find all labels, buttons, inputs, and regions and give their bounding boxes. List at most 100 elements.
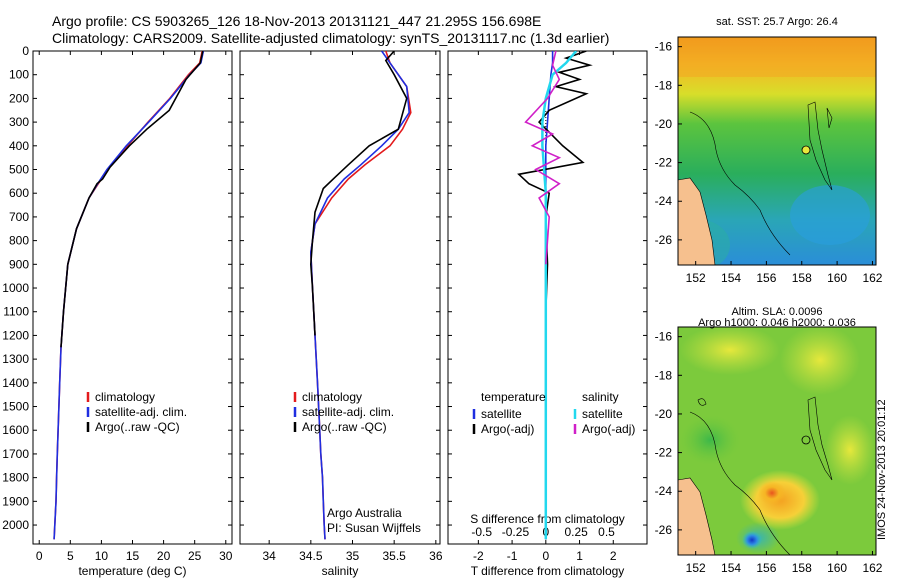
map-axes-4: 152 154 156 158 160 162 -16 -18 -20 -22 -24 -26 Alti… — [655, 306, 883, 575]
y-tick-label: 400 — [9, 139, 29, 153]
map-x-tick-label: 160 — [827, 271, 847, 285]
y-tick-label: 1100 — [3, 305, 29, 319]
y-tick-label: 1700 — [2, 447, 29, 461]
series-line-3 — [60, 51, 204, 348]
legend-entry: Argo(..raw -QC) — [95, 420, 180, 434]
map-x-tick-label: 152 — [686, 561, 706, 575]
map-y-tick-label: -22 — [655, 156, 673, 170]
map-x-tick-label: 162 — [862, 561, 882, 575]
profile-panel-1: 0100200300400500600700800900100011001200… — [2, 44, 232, 578]
x-tick-label: 5 — [67, 549, 74, 563]
legend-entry: satellite — [481, 407, 522, 421]
x-tick-label: 35.5 — [382, 549, 406, 563]
coastline-land — [678, 477, 716, 555]
x-axis-label: salinity — [322, 564, 359, 578]
series-line-3 — [309, 51, 408, 336]
x-tick-label: 35 — [346, 549, 360, 563]
x-tick-label: 20 — [157, 549, 171, 563]
annotation-text: PI: Susan Wijffels — [327, 521, 421, 535]
plot-frame — [447, 50, 648, 545]
map-y-tick-label: -22 — [655, 446, 673, 460]
map-x-tick-label: 152 — [686, 271, 706, 285]
x-tick-label: -2 — [473, 549, 484, 563]
map-title: Altim. SLA: 0.0096 — [731, 306, 822, 318]
s-diff-axis-label: S difference from climatology — [470, 512, 625, 526]
y-tick-label: 300 — [9, 115, 29, 129]
map-x-tick-label: 154 — [721, 561, 741, 575]
sla-map — [677, 326, 877, 556]
plot-frame — [32, 50, 233, 545]
legend-entry: Argo(..raw -QC) — [302, 420, 387, 434]
map-title: sat. SST: 25.7 Argo: 26.4 — [716, 16, 838, 28]
map-x-tick-label: 162 — [862, 271, 882, 285]
map-y-tick-label: -16 — [655, 40, 673, 54]
y-tick-label: 1500 — [2, 400, 29, 414]
figure-title-line2: Climatology: CARS2009. Satellite-adjuste… — [52, 30, 610, 46]
map-y-tick-label: -16 — [655, 330, 673, 344]
argo-position-marker — [801, 435, 811, 445]
legend-title-temperature: temperature — [481, 390, 546, 404]
map-y-tick-label: -26 — [655, 523, 673, 537]
profile-panel-3: -2 -1 0 1 2-0.5 -0.25 0 0.25 0.5S difference fro… — [447, 50, 648, 578]
y-tick-label: 100 — [9, 68, 29, 82]
legend-entry: satellite — [582, 407, 623, 421]
map-x-tick-label: 158 — [792, 271, 812, 285]
map-x-tick-label: 156 — [756, 271, 776, 285]
x-tick-label: 0 — [36, 549, 43, 563]
x-tick-label: 10 — [95, 549, 109, 563]
argo-position-marker — [801, 145, 811, 155]
map-x-tick-label: 156 — [756, 561, 776, 575]
reef-contour — [689, 411, 791, 555]
x-tick-label: 15 — [126, 549, 140, 563]
x2-tick-label: -0.5 — [471, 525, 492, 539]
y-tick-label: 1900 — [2, 494, 29, 508]
y-tick-label: 1300 — [2, 352, 29, 366]
y-tick-label: 800 — [9, 234, 29, 248]
series-group — [517, 51, 593, 540]
series-line-2 — [517, 51, 593, 540]
series-line-1 — [53, 51, 203, 540]
annotation-text: Argo Australia — [327, 506, 402, 520]
x-tick-label: 0 — [542, 549, 549, 563]
x-tick-label: 2 — [610, 549, 617, 563]
legend-entry: satellite-adj. clim. — [95, 405, 187, 419]
series-line-4 — [524, 51, 562, 265]
y-tick-label: 900 — [9, 257, 29, 271]
reef-contour — [697, 398, 707, 406]
y-tick-label: 200 — [9, 91, 29, 105]
series-line-2 — [53, 51, 205, 540]
map-x-tick-label: 160 — [827, 561, 847, 575]
series-group — [309, 51, 412, 540]
y-tick-label: 1600 — [2, 423, 29, 437]
x-axis-label: T difference from climatology — [471, 564, 625, 578]
imos-timestamp: IMOS 24-Nov-2013 20:01:12 — [876, 399, 888, 540]
x-tick-label: -1 — [507, 549, 518, 563]
map-y-tick-label: -20 — [655, 407, 673, 421]
map-x-tick-label: 158 — [792, 561, 812, 575]
x-tick-label: 34.5 — [299, 549, 323, 563]
series-line-3 — [541, 51, 578, 540]
map-axes-3: 152 154 156 158 160 162 -16 -18 -20 -22 -24 -26 sat.… — [655, 16, 883, 285]
map-y-tick-label: -18 — [655, 78, 673, 92]
map-subtitle: Argo h1000: 0.046 h2000: 0.036 — [698, 317, 856, 329]
y-tick-label: 0 — [22, 44, 29, 58]
map-y-tick-label: -24 — [655, 484, 673, 498]
x-tick-label: 36 — [429, 549, 443, 563]
x-tick-label: 1 — [576, 549, 583, 563]
map-y-tick-label: -18 — [655, 368, 673, 382]
reef-contour — [807, 101, 833, 191]
series-group — [53, 51, 205, 540]
map-y-tick-label: -24 — [655, 194, 673, 208]
legend-entry: Argo(-adj) — [481, 422, 534, 436]
map-y-tick-label: -20 — [655, 117, 673, 131]
x2-tick-label: 0.5 — [598, 525, 615, 539]
reef-contour — [826, 107, 833, 129]
y-tick-label: 1800 — [2, 471, 29, 485]
map-x-tick-label: 154 — [721, 271, 741, 285]
figure-title-line1: Argo profile: CS 5903265_126 18-Nov-2013… — [52, 13, 542, 29]
x2-tick-label: -0.25 — [502, 525, 530, 539]
coastline-land — [678, 177, 716, 265]
y-tick-label: 500 — [9, 163, 29, 177]
series-line-2 — [309, 51, 411, 540]
